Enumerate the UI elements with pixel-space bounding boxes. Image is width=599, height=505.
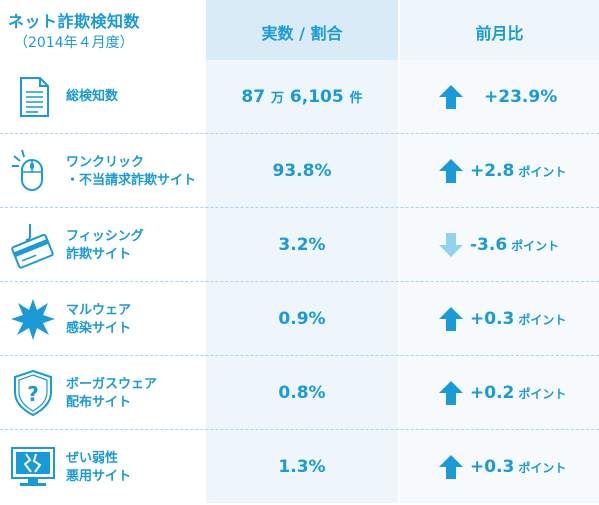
change-unit: ポイント xyxy=(518,313,567,327)
row-label-line1: 総検知数 xyxy=(66,89,119,104)
row-label-line2: 詐欺サイト xyxy=(66,247,132,262)
page-subtitle: （2014年４月度） xyxy=(14,35,134,51)
table-row: ワンクリック ・不当請求詐欺サイト 93.8% +2.8 ポイント xyxy=(0,134,599,208)
change-value: +2.8 xyxy=(470,161,515,181)
row-change: +0.2 ポイント xyxy=(470,356,566,430)
row-value: 0.8% xyxy=(278,383,326,403)
row-label-line2: ・不当請求詐欺サイト xyxy=(66,173,197,188)
table-row: フィッシング 詐欺サイト 3.2% -3.6 ポイント xyxy=(0,208,599,282)
value-number-2: 6,105 xyxy=(289,87,344,107)
burst-icon xyxy=(11,299,55,340)
column-header-ratio: 実数 / 割合 xyxy=(261,24,343,43)
row-label-line1: ワンクリック xyxy=(66,155,145,170)
header-prev-cell: 前月比 xyxy=(400,0,599,60)
table-row: ? ボーガスウェア 配布サイト 0.8% +0.2 ポイント xyxy=(0,356,599,430)
row-label: ぜい弱性 悪用サイト xyxy=(66,450,131,486)
row-divider xyxy=(0,429,599,430)
row-label-line1: マルウェア xyxy=(66,303,132,318)
row-divider xyxy=(0,207,599,208)
row-change: +0.3 ポイント xyxy=(470,282,566,356)
up-arrow-icon xyxy=(439,159,463,183)
change-value: +0.3 xyxy=(470,309,515,329)
change-unit: ポイント xyxy=(511,239,560,253)
change-value: +0.3 xyxy=(470,457,515,477)
page-title: ネット詐欺検知数 xyxy=(8,12,141,31)
table-row: 総検知数 87 万 6,105 件 +23.9% xyxy=(0,60,599,134)
header-title-cell: ネット詐欺検知数 （2014年４月度） xyxy=(0,0,206,60)
row-label-line2: 悪用サイト xyxy=(66,469,132,484)
change-unit: ポイント xyxy=(518,387,567,401)
change-value: -3.6 xyxy=(470,235,508,255)
row-value: 1.3% xyxy=(278,457,326,477)
row-change: +0.3 ポイント xyxy=(470,430,566,504)
row-change: +23.9% xyxy=(484,60,557,134)
credit-card-hook-icon xyxy=(11,224,54,269)
up-arrow-icon xyxy=(439,455,463,479)
up-arrow-icon xyxy=(439,381,463,405)
row-label: ボーガスウェア 配布サイト xyxy=(66,376,157,412)
row-label: 総検知数 xyxy=(66,88,118,106)
change-unit: ポイント xyxy=(518,461,567,475)
row-value: 87 万 6,105 件 xyxy=(206,60,398,134)
change-value: +0.2 xyxy=(470,383,515,403)
change-value: +23.9% xyxy=(484,87,558,107)
row-label-line1: ボーガスウェア xyxy=(66,377,158,392)
row-label-line1: フィッシング xyxy=(66,229,144,244)
row-divider xyxy=(0,355,599,356)
row-value: 93.8% xyxy=(272,161,332,181)
up-arrow-icon xyxy=(439,307,463,331)
value-unit-2: 件 xyxy=(349,91,363,106)
shield-question-icon: ? xyxy=(14,369,52,417)
row-value: 0.9% xyxy=(278,309,326,329)
row-divider xyxy=(0,133,599,134)
table-row: ぜい弱性 悪用サイト 1.3% +0.3 ポイント xyxy=(0,430,599,504)
change-unit: ポイント xyxy=(518,165,567,179)
row-label: ワンクリック ・不当請求詐欺サイト xyxy=(66,154,196,190)
row-change: -3.6 ポイント xyxy=(470,208,559,282)
row-change: +2.8 ポイント xyxy=(470,134,566,208)
row-label: マルウェア 感染サイト xyxy=(66,302,131,338)
row-label-line1: ぜい弱性 xyxy=(66,451,119,466)
value-number: 87 xyxy=(241,87,266,107)
table-row: マルウェア 感染サイト 0.9% +0.3 ポイント xyxy=(0,282,599,356)
mouse-click-icon xyxy=(12,149,43,191)
row-divider xyxy=(0,281,599,282)
row-label-line2: 配布サイト xyxy=(66,395,132,410)
value-unit: 万 xyxy=(270,91,284,106)
header-ratio-cell: 実数 / 割合 xyxy=(206,0,398,60)
broken-monitor-icon xyxy=(11,447,55,486)
row-value: 3.2% xyxy=(278,235,326,255)
row-label: フィッシング 詐欺サイト xyxy=(66,228,144,264)
document-icon xyxy=(20,77,49,117)
row-label-line2: 感染サイト xyxy=(66,321,132,336)
svg-text:?: ? xyxy=(27,382,39,406)
down-arrow-icon xyxy=(439,233,463,257)
up-arrow-icon xyxy=(439,85,463,109)
column-header-prev: 前月比 xyxy=(475,24,524,43)
